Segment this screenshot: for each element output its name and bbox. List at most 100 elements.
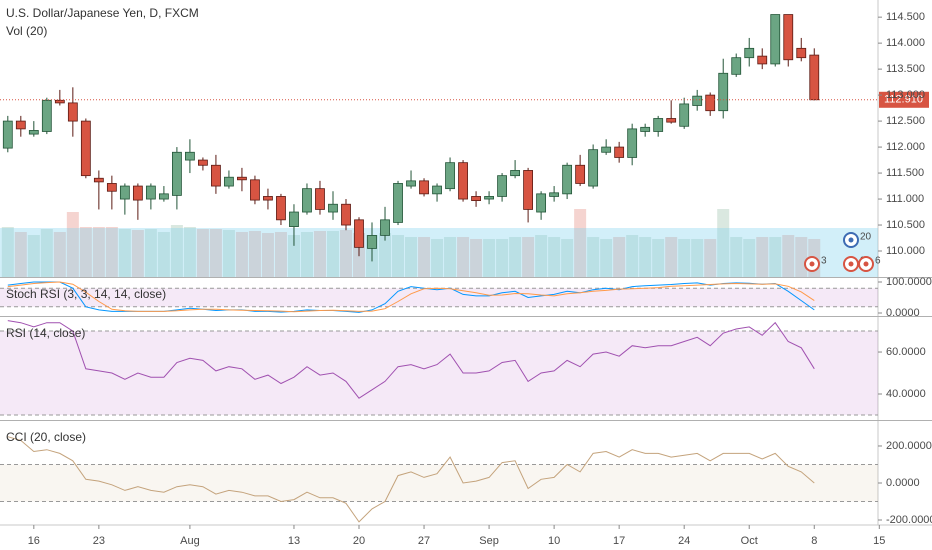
candle-body bbox=[575, 164, 586, 184]
y-tick-label: 111.500 bbox=[886, 167, 924, 179]
candle-body bbox=[432, 185, 442, 195]
volume-bar bbox=[157, 232, 170, 277]
y-tick-label: 111.000 bbox=[886, 193, 924, 205]
volume-bar bbox=[678, 239, 691, 277]
volume-bar bbox=[287, 235, 300, 277]
candle-body bbox=[562, 164, 573, 195]
volume-bar bbox=[326, 231, 339, 277]
volume-bar bbox=[105, 227, 118, 277]
candle-body bbox=[692, 95, 703, 106]
y-tick-label: -200.0000 bbox=[886, 514, 932, 526]
candle-body bbox=[367, 235, 377, 249]
candle-body bbox=[731, 57, 742, 75]
volume-bar bbox=[222, 230, 235, 277]
candle-body bbox=[757, 55, 768, 65]
candle-body bbox=[250, 179, 260, 201]
volume-bar bbox=[795, 237, 808, 277]
volume-bar bbox=[743, 239, 756, 277]
y-tick-label: 110.500 bbox=[886, 219, 925, 231]
candle-body bbox=[536, 193, 547, 213]
candle-body bbox=[302, 188, 312, 213]
candle-body bbox=[666, 118, 677, 123]
band-fill bbox=[0, 288, 878, 307]
volume-bar bbox=[626, 235, 639, 277]
x-tick-label: 16 bbox=[28, 535, 40, 547]
candle-body bbox=[484, 196, 494, 200]
x-tick-label: 27 bbox=[418, 535, 430, 547]
candle-body bbox=[67, 102, 78, 122]
volume-bar bbox=[379, 233, 392, 277]
event-dot bbox=[848, 261, 854, 267]
candle-body bbox=[315, 188, 325, 210]
candle-body bbox=[445, 162, 455, 190]
volume-bar bbox=[665, 237, 678, 277]
volume-title: Vol (20) bbox=[6, 24, 47, 38]
y-tick-label: 60.0000 bbox=[886, 346, 926, 358]
candle-body bbox=[2, 120, 13, 149]
candle-body bbox=[132, 185, 143, 201]
candle-body bbox=[185, 151, 195, 161]
candle-body bbox=[158, 193, 169, 200]
volume-bar bbox=[574, 209, 587, 277]
candle-body bbox=[28, 130, 39, 135]
y-tick-label: 40.0000 bbox=[886, 388, 926, 400]
y-tick-label: 110.000 bbox=[886, 245, 925, 257]
candle-body bbox=[510, 170, 520, 177]
indicator-line bbox=[7, 320, 815, 399]
last-price-label: 112.910 bbox=[884, 94, 923, 106]
candle-body bbox=[601, 146, 612, 153]
candle-body bbox=[263, 196, 273, 201]
volume-bar bbox=[600, 239, 613, 277]
indicator-line bbox=[7, 436, 815, 523]
candle-body bbox=[145, 185, 156, 200]
candle-body bbox=[549, 192, 560, 197]
volume-overlay bbox=[0, 228, 878, 277]
volume-bar bbox=[483, 239, 496, 277]
candle-body bbox=[419, 180, 429, 195]
x-tick-label: Oct bbox=[741, 535, 758, 547]
x-tick-label: 20 bbox=[353, 535, 365, 547]
volume-bar bbox=[704, 239, 717, 277]
volume-bar bbox=[209, 229, 222, 277]
volume-bar bbox=[756, 237, 769, 277]
volume-bar bbox=[248, 231, 261, 277]
candle-body bbox=[770, 14, 781, 65]
event-dot bbox=[809, 261, 815, 267]
event-count: 6 bbox=[875, 256, 881, 267]
candle-body bbox=[15, 120, 26, 130]
volume-bar bbox=[587, 237, 600, 277]
candle-body bbox=[354, 219, 364, 248]
volume-bar bbox=[274, 232, 287, 277]
last-price-box bbox=[879, 91, 929, 108]
candle-body bbox=[41, 99, 52, 132]
candle-body bbox=[783, 14, 794, 61]
volume-bar bbox=[53, 232, 66, 277]
candle-body bbox=[237, 176, 247, 181]
candle-body bbox=[198, 159, 208, 166]
volume-bar bbox=[261, 233, 274, 277]
candle-body bbox=[276, 196, 286, 221]
y-tick-label: 112.500 bbox=[886, 115, 925, 127]
candle-body bbox=[796, 47, 807, 59]
volume-bar bbox=[652, 239, 665, 277]
volume-bar bbox=[27, 235, 40, 277]
candle-body bbox=[93, 177, 104, 183]
candle-body bbox=[341, 203, 351, 226]
candle-body bbox=[106, 183, 117, 192]
y-tick-label: 0.0000 bbox=[886, 307, 920, 319]
pane-title: CCI (20, close) bbox=[6, 430, 86, 444]
volume-bar bbox=[170, 225, 183, 277]
volume-bar bbox=[470, 239, 483, 277]
y-tick-label: 113.000 bbox=[886, 89, 925, 101]
candle-body bbox=[640, 126, 651, 132]
candle-body bbox=[224, 176, 234, 187]
candle-body bbox=[54, 99, 65, 104]
candle-body bbox=[406, 180, 416, 187]
volume-bar bbox=[14, 232, 27, 277]
volume-bar bbox=[691, 239, 704, 277]
volume-bar bbox=[183, 227, 196, 277]
volume-bar bbox=[769, 237, 782, 277]
band-fill bbox=[0, 464, 878, 502]
volume-bar bbox=[496, 239, 509, 277]
event-count: 20 bbox=[860, 232, 872, 243]
